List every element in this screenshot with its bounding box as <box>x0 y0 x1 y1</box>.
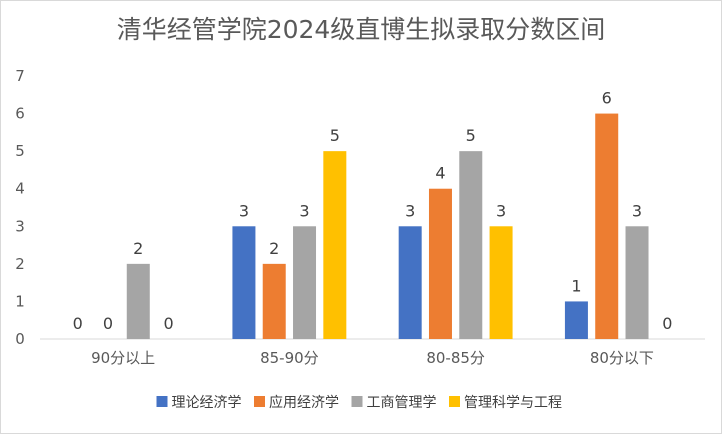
legend-swatch <box>351 396 363 407</box>
category-label: 80分以下 <box>590 349 654 367</box>
bar <box>126 263 150 339</box>
bar <box>262 263 286 339</box>
chart-title: 清华经管学院2024级直博生拟录取分数区间 <box>117 15 606 44</box>
data-label: 3 <box>239 201 249 220</box>
bars-group <box>126 113 649 339</box>
legend-swatch <box>156 396 168 407</box>
y-tick-label: 0 <box>15 330 25 348</box>
bar <box>564 301 588 339</box>
bar <box>625 226 649 339</box>
category-label: 90分以上 <box>91 349 155 367</box>
y-tick-label: 1 <box>15 292 25 310</box>
data-labels-group: 0 0 2 0 3 2 3 5 3 4 5 3 1 6 3 0 <box>73 89 673 333</box>
data-label: 3 <box>632 201 642 220</box>
category-labels-group: 90分以上 85-90分 80-85分 80分以下 <box>91 349 654 367</box>
y-tick-label: 2 <box>15 255 25 273</box>
data-label: 1 <box>571 276 581 295</box>
y-tick-label: 7 <box>15 67 25 85</box>
bar <box>398 226 422 339</box>
data-label: 3 <box>405 201 415 220</box>
data-label: 5 <box>466 126 476 145</box>
legend-swatch <box>254 396 265 407</box>
bar <box>428 188 452 339</box>
legend-label: 管理科学与工程 <box>464 395 562 411</box>
legend-swatch <box>449 396 460 407</box>
y-tick-label: 4 <box>15 180 25 198</box>
bar <box>595 113 619 339</box>
data-label: 0 <box>103 314 113 333</box>
data-label: 4 <box>435 164 445 183</box>
data-label: 2 <box>133 239 143 258</box>
data-label: 3 <box>496 201 506 220</box>
category-label: 85-90分 <box>260 349 319 367</box>
bar <box>323 151 347 339</box>
bar <box>232 226 256 339</box>
data-label: 0 <box>662 314 672 333</box>
data-label: 5 <box>330 126 340 145</box>
y-tick-label: 6 <box>15 105 25 123</box>
data-label: 6 <box>602 89 612 108</box>
legend: 理论经济学 应用经济学 工商管理学 管理科学与工程 <box>156 394 562 411</box>
legend-label: 应用经济学 <box>269 394 339 411</box>
y-tick-label: 3 <box>15 217 25 235</box>
data-label: 0 <box>73 314 83 333</box>
data-label: 3 <box>299 201 309 220</box>
bar <box>459 151 483 339</box>
data-label: 2 <box>269 239 279 258</box>
category-label: 80-85分 <box>426 349 485 367</box>
legend-label: 工商管理学 <box>367 395 437 411</box>
bar <box>293 226 317 339</box>
y-axis-ticks: 0 1 2 3 4 5 6 7 <box>15 67 25 348</box>
y-tick-label: 5 <box>15 142 25 160</box>
data-label: 0 <box>163 314 173 333</box>
legend-label: 理论经济学 <box>172 395 242 411</box>
bar <box>489 226 513 339</box>
